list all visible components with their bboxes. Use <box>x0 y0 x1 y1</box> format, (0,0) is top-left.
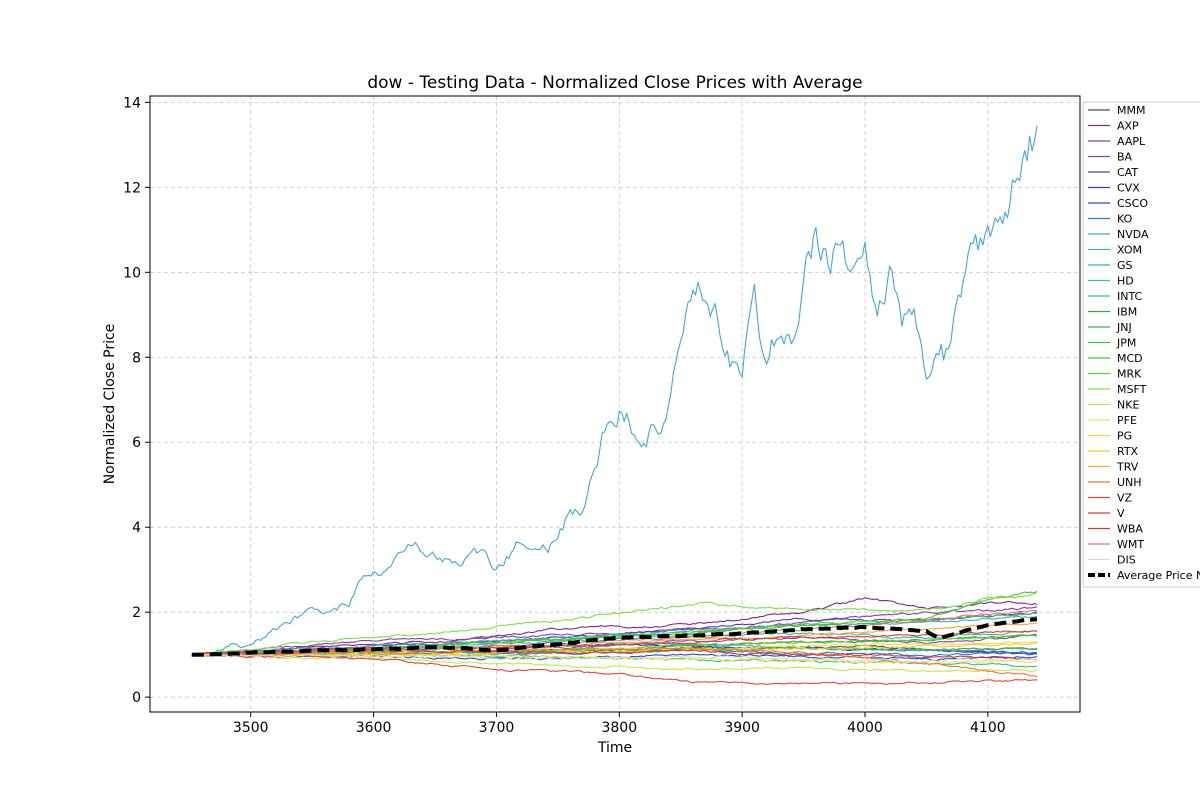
legend-label: Average Price N <box>1117 569 1200 582</box>
legend: MMM AXP AAPL BA CAT CVX CSCO KO NVDA XOM GS HD INTC I… <box>1082 101 1200 588</box>
series-line-rtx <box>191 642 1038 657</box>
series-line-dis <box>191 654 1038 663</box>
legend-label: AAPL <box>1117 135 1146 148</box>
x-tick-label: 4100 <box>970 720 1006 736</box>
y-tick-label: 0 <box>132 690 141 706</box>
legend-label: MCD <box>1117 352 1143 365</box>
x-tick-label: 3600 <box>356 720 392 736</box>
legend-label: IBM <box>1117 306 1137 319</box>
legend-label: TRV <box>1116 461 1139 474</box>
legend-label: MRK <box>1117 368 1142 381</box>
y-tick-label: 6 <box>132 435 141 451</box>
series-layer <box>191 125 1038 686</box>
legend-label: HD <box>1117 275 1134 288</box>
x-axis-label: Time <box>597 740 632 756</box>
legend-label: KO <box>1117 213 1133 226</box>
legend-label: NKE <box>1117 399 1139 412</box>
legend-label: RTX <box>1117 445 1139 458</box>
series-line-axp <box>191 597 1038 656</box>
series-line-unh <box>191 647 1038 678</box>
y-tick-label: 4 <box>132 520 141 536</box>
legend-label: XOM <box>1117 244 1142 257</box>
series-line-wmt <box>191 609 1038 657</box>
y-tick-label: 12 <box>123 180 141 196</box>
legend-label: UNH <box>1117 476 1142 489</box>
legend-label: JPM <box>1116 337 1136 350</box>
grid-layer <box>150 96 1080 712</box>
x-tick-label: 3700 <box>479 720 515 736</box>
legend-label: MSFT <box>1117 383 1147 396</box>
y-axis-label: Normalized Close Price <box>102 324 118 485</box>
legend-label: CAT <box>1117 166 1138 179</box>
series-line-nke <box>191 653 1038 673</box>
series-line-nvda <box>191 125 1038 658</box>
legend-label: CSCO <box>1117 197 1148 210</box>
legend-label: BA <box>1117 151 1133 164</box>
legend-frame <box>1082 101 1200 588</box>
series-line-msft <box>191 592 1038 656</box>
legend-label: GS <box>1117 259 1133 272</box>
legend-label: WBA <box>1117 523 1143 536</box>
series-line-pg <box>191 641 1037 656</box>
legend-label: WMT <box>1117 538 1144 551</box>
series-line-jpm <box>191 612 1038 657</box>
x-tick-label: 3500 <box>233 720 269 736</box>
legend-label: NVDA <box>1117 228 1149 241</box>
legend-label: MMM <box>1117 104 1145 117</box>
legend-label: DIS <box>1117 554 1136 567</box>
y-tick-label: 2 <box>132 605 141 621</box>
legend-label: PG <box>1117 430 1132 443</box>
plot-frame <box>149 95 1081 713</box>
x-tick-label: 3800 <box>601 720 637 736</box>
legend-label: CVX <box>1117 182 1140 195</box>
chart-title: dow - Testing Data - Normalized Close Pr… <box>367 73 862 93</box>
x-tick-label: 4000 <box>847 720 883 736</box>
series-line-average-price-n <box>191 617 1038 657</box>
legend-label: AXP <box>1117 120 1139 133</box>
legend-label: INTC <box>1117 290 1143 303</box>
series-line-v <box>191 630 1038 657</box>
y-tick-label: 8 <box>132 350 141 366</box>
series-line-pfe <box>191 652 1038 665</box>
x-tick-label: 3900 <box>724 720 760 736</box>
y-tick-label: 14 <box>123 95 141 111</box>
tick-layer: 3500 3600 3700 3800 3900 4000 4100 0 2 4 6 8 10 12 14 <box>123 95 1006 736</box>
legend-label: V <box>1117 507 1125 520</box>
y-tick-label: 10 <box>123 265 141 281</box>
series-line-gs <box>191 615 1038 656</box>
legend-label: PFE <box>1117 414 1137 427</box>
legend-label: JNJ <box>1116 321 1132 334</box>
legend-label: VZ <box>1117 492 1133 505</box>
